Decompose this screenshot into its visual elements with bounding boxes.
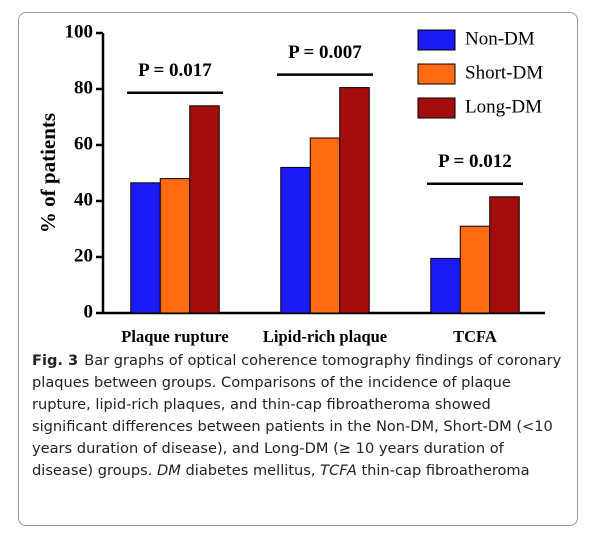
x-tick-label: TCFA: [453, 327, 497, 346]
bar: [280, 166, 311, 314]
y-tick-label: 80: [74, 77, 93, 98]
p-value: P = 0.012: [438, 151, 512, 172]
bar: [159, 178, 191, 314]
figure-frame: [18, 12, 578, 526]
bar: [130, 182, 161, 314]
caption-label: Fig. 3: [32, 352, 79, 369]
legend-label: Non-DM: [465, 28, 535, 49]
caption-abbr: TCFA: [320, 462, 357, 479]
legend-label: Long-DM: [465, 96, 542, 117]
caption-abbr: DM: [157, 462, 181, 479]
legend-label: Short-DM: [465, 62, 543, 83]
legend-swatch: [417, 63, 456, 85]
y-tick-label: 20: [74, 245, 93, 266]
chart: % of patients 0 20 40 60 80 100 Plaque rupture…: [36, 21, 545, 346]
bar: [430, 257, 461, 314]
y-tick-label: 0: [84, 301, 94, 322]
caption: Fig. 3 Bar graphs of optical coherence to…: [32, 350, 562, 482]
legend-swatch: [417, 29, 456, 51]
p-value: P = 0.017: [138, 60, 212, 81]
bar: [309, 137, 341, 314]
bar: [339, 87, 370, 314]
caption-text: Bar graphs of optical coherence tomograp…: [32, 352, 562, 479]
x-tick-label: Lipid-rich plaque: [263, 327, 387, 346]
y-tick-label: 100: [65, 21, 94, 42]
y-tick-label: 60: [74, 133, 93, 154]
p-value: P = 0.007: [288, 42, 362, 63]
bar: [489, 196, 520, 314]
caption-text: thin-cap fibroatheroma: [356, 462, 530, 479]
caption-text: diabetes mellitus,: [180, 462, 321, 479]
x-tick-label: Plaque rupture: [121, 327, 228, 346]
legend-swatch: [417, 97, 456, 119]
y-tick-label: 40: [74, 189, 93, 210]
bar: [189, 105, 220, 314]
bar: [459, 225, 491, 314]
y-axis-label: % of patients: [36, 113, 60, 233]
